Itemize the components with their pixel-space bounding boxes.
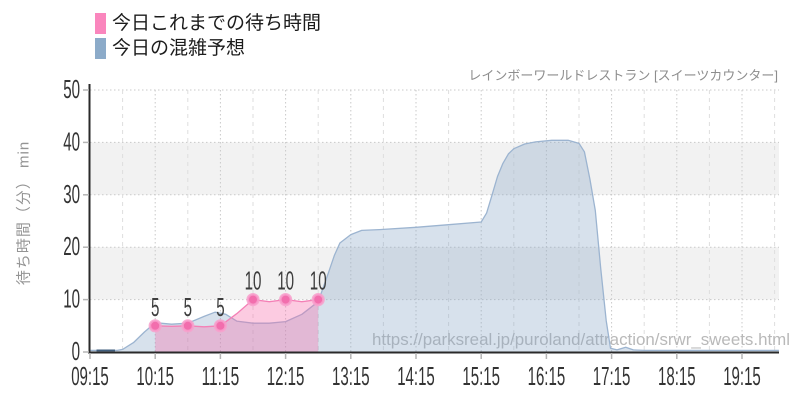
x-tick-label: 12:15	[267, 361, 305, 391]
actual-point	[311, 293, 325, 307]
plot-band	[90, 247, 779, 300]
point-label: 10	[310, 266, 327, 296]
legend-swatch-prediction	[95, 38, 106, 59]
x-tick-label: 18:15	[658, 361, 696, 391]
y-tick-label: 50	[63, 74, 80, 104]
x-tick-label: 09:15	[71, 361, 109, 391]
point-label: 10	[245, 266, 262, 296]
watermark-url: https://parksreal.jp/puroland/attraction…	[372, 330, 790, 349]
actual-point	[148, 319, 162, 333]
y-tick-label: 20	[63, 231, 80, 261]
legend-label-prediction: 今日の混雑予想	[112, 38, 246, 59]
plot-band	[90, 142, 779, 195]
actual-point	[181, 319, 195, 333]
x-tick-label: 17:15	[593, 361, 631, 391]
point-label: 10	[277, 266, 294, 296]
point-label: 5	[216, 292, 224, 322]
y-axis-title: 待ち時間（分） min	[15, 140, 33, 286]
y-tick-label: 10	[63, 284, 80, 314]
attraction-title: レインボーワールドレストラン [スイーツカウンター]	[468, 68, 778, 83]
point-label: 5	[151, 292, 159, 322]
legend-swatch-actual	[95, 13, 106, 34]
actual-point	[213, 319, 227, 333]
prediction-line	[90, 139, 779, 352]
actual-area	[155, 299, 319, 352]
prediction-area	[90, 140, 779, 352]
x-tick-label: 16:15	[528, 361, 566, 391]
y-tick-label: 0	[72, 336, 80, 366]
legend-item-prediction: 今日の混雑予想	[95, 37, 321, 60]
x-tick-label: 11:15	[202, 361, 240, 391]
y-tick-label: 30	[63, 179, 80, 209]
legend-item-today-actual: 今日これまでの待ち時間	[95, 12, 321, 35]
chart-legend: 今日これまでの待ち時間 今日の混雑予想	[95, 12, 321, 60]
x-tick-label: 13:15	[332, 361, 370, 391]
x-tick-label: 14:15	[397, 361, 435, 391]
legend-label-today-actual: 今日これまでの待ち時間	[112, 13, 322, 34]
point-label: 5	[184, 292, 192, 322]
x-tick-label: 15:15	[462, 361, 500, 391]
y-tick-label: 40	[63, 126, 80, 156]
actual-point	[279, 293, 293, 307]
x-tick-label: 10:15	[136, 361, 174, 391]
actual-point	[246, 293, 260, 307]
x-tick-label: 19:15	[723, 361, 761, 391]
